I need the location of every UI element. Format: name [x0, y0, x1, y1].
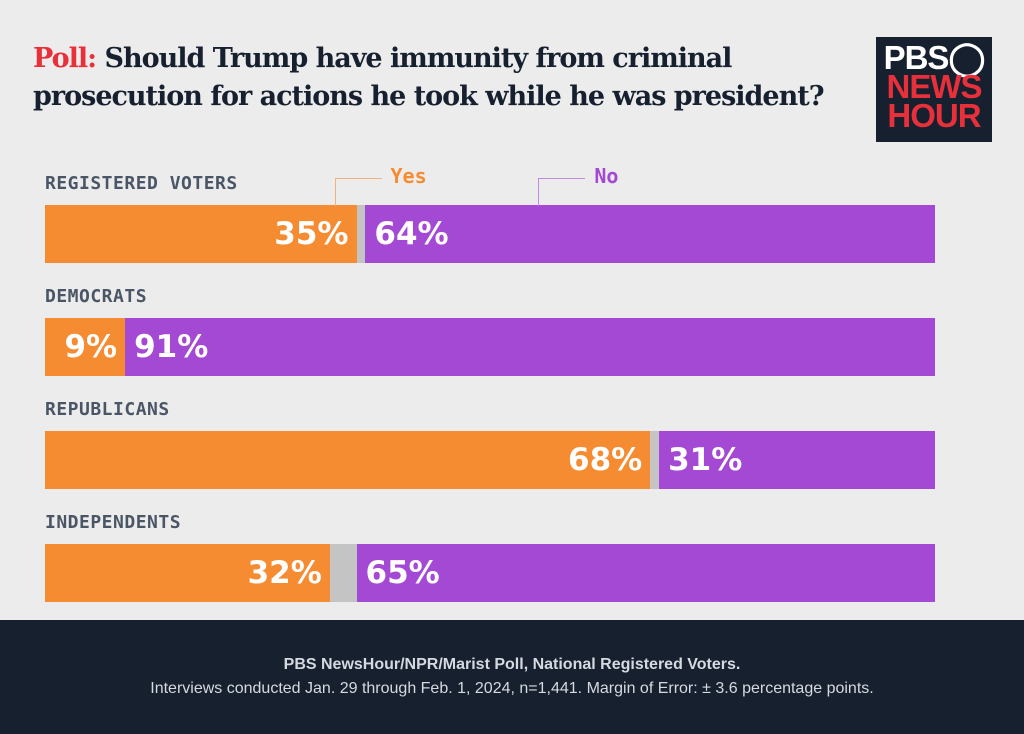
- bar-row: 35% 64%: [45, 205, 935, 263]
- category-label: REGISTERED VOTERS: [45, 173, 238, 194]
- footer-source: PBS NewsHour/NPR/Marist Poll, National R…: [283, 656, 741, 673]
- bar-no: [125, 318, 935, 376]
- bar-row: 68% 31%: [45, 431, 935, 489]
- title-text: Should Trump have immunity from criminal…: [33, 43, 825, 112]
- category-label: INDEPENDENTS: [45, 512, 182, 533]
- legend-leader-yes: [334, 178, 382, 206]
- bar-yes: [45, 318, 126, 376]
- value-label-yes: 9%: [64, 329, 118, 365]
- legend-yes: Yes: [390, 164, 427, 188]
- bar-no: [365, 205, 935, 263]
- value-label-no: 64%: [374, 216, 449, 252]
- bar-row: 9% 91%: [45, 318, 935, 376]
- footer-details: Interviews conducted Jan. 29 through Feb…: [150, 680, 874, 697]
- category-label: REPUBLICANS: [45, 399, 170, 420]
- value-label-yes: 32%: [247, 555, 322, 591]
- legend-no: No: [594, 164, 619, 188]
- bar-no: [659, 431, 935, 489]
- category-label: DEMOCRATS: [45, 286, 148, 307]
- pbs-newshour-logo: PBS◯ NEWS HOUR: [876, 37, 992, 142]
- title-prefix: Poll:: [33, 43, 97, 74]
- bar-yes: [45, 431, 651, 489]
- value-label-no: 65%: [365, 555, 440, 591]
- footer: PBS NewsHour/NPR/Marist Poll, National R…: [0, 620, 1024, 734]
- legend-leader-no: [538, 178, 586, 206]
- bar-no: [356, 544, 935, 602]
- value-label-no: 31%: [668, 442, 743, 478]
- chart-title: Poll: Should Trump have immunity from cr…: [33, 40, 833, 116]
- bar-yes: [45, 205, 357, 263]
- bar-yes: [45, 544, 330, 602]
- value-label-yes: 35%: [274, 216, 349, 252]
- bar-row: 32% 65%: [45, 544, 935, 602]
- value-label-no: 91%: [134, 329, 209, 365]
- value-label-yes: 68%: [568, 442, 643, 478]
